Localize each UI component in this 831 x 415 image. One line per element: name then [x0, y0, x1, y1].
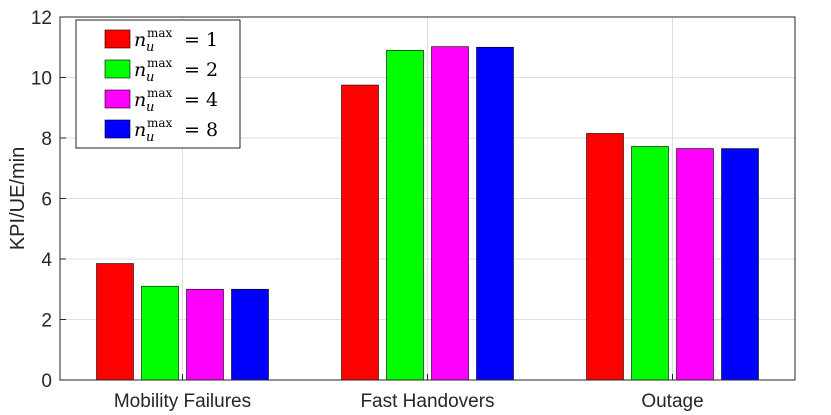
legend-value: = 2 [184, 59, 218, 81]
bars-group [96, 46, 759, 381]
y-tick-label: 12 [31, 8, 52, 29]
x-tick-label: Fast Handovers [360, 391, 494, 412]
y-tick-label: 4 [41, 250, 52, 271]
legend-box [75, 19, 241, 149]
legend-superscript: max [147, 56, 173, 70]
legend-subscript: u [146, 40, 154, 55]
bar [721, 148, 759, 381]
legend-swatch [104, 29, 131, 49]
bar [96, 263, 134, 381]
y-tick-label: 10 [31, 69, 52, 90]
bar [631, 146, 669, 381]
bar [586, 133, 624, 381]
legend-subscript: u [146, 100, 154, 115]
bar [186, 288, 224, 381]
legend-symbol: n [134, 29, 146, 51]
bar [676, 148, 714, 381]
legend-superscript: max [147, 86, 173, 100]
legend-superscript: max [147, 116, 173, 130]
legend-subscript: u [146, 130, 154, 145]
legend-value: = 4 [184, 89, 218, 111]
y-axis-label: KPI/UE/min [7, 147, 29, 250]
bar [431, 46, 469, 381]
y-tick-label: 0 [41, 371, 52, 392]
legend-symbol: n [134, 89, 146, 111]
y-axis: 0 2 4 6 8 10 12 [31, 8, 66, 392]
bar [476, 46, 514, 381]
y-tick-label: 6 [41, 190, 52, 211]
bar [386, 49, 424, 381]
legend-symbol: n [134, 59, 146, 81]
x-tick-label: Outage [641, 391, 703, 412]
legend-symbol: n [134, 119, 146, 141]
legend-value: = 1 [184, 29, 218, 51]
x-axis: Mobility Failures Fast Handovers Outage [114, 374, 704, 412]
bar [341, 84, 379, 381]
legend-swatch [104, 89, 131, 109]
legend-superscript: max [147, 26, 173, 40]
y-tick-label: 8 [41, 129, 52, 150]
x-tick-label: Mobility Failures [114, 391, 251, 412]
bar [231, 288, 269, 381]
bar [141, 285, 179, 381]
y-tick-label: 2 [41, 311, 52, 332]
legend-swatch [104, 119, 131, 139]
legend-subscript: u [146, 70, 154, 85]
legend-value: = 8 [184, 119, 218, 141]
legend-swatch [104, 59, 131, 79]
